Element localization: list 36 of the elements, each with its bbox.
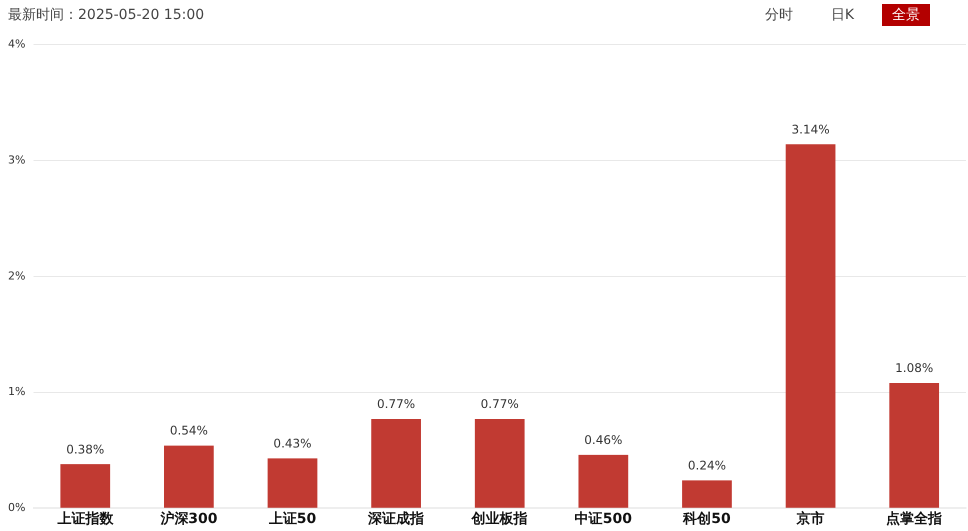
y-tick-label: 2% bbox=[8, 269, 26, 282]
data-label: 0.77% bbox=[480, 397, 519, 412]
bar bbox=[786, 144, 836, 508]
bar bbox=[371, 418, 421, 508]
bar bbox=[164, 446, 214, 508]
text: 全景 bbox=[882, 4, 930, 26]
data-label: 0.77% bbox=[377, 397, 416, 412]
x-tick-label: 沪深300 bbox=[159, 510, 218, 528]
text: 最新时间：2025-05-20 15:00 bbox=[8, 6, 204, 24]
data-label: 1.08% bbox=[895, 361, 934, 376]
bar bbox=[578, 454, 628, 508]
bar bbox=[682, 480, 732, 508]
x-tick-label: 创业板指 bbox=[470, 511, 528, 528]
x-tick-label: 上证50 bbox=[268, 511, 316, 528]
x-tick-label: 京市 bbox=[796, 510, 825, 528]
bar bbox=[474, 418, 525, 508]
data-label: 0.24% bbox=[688, 458, 726, 473]
data-label: 3.14% bbox=[792, 122, 830, 136]
x-tick-label: 科创50 bbox=[682, 511, 731, 528]
bar bbox=[268, 458, 318, 508]
x-tick-label: 深证成指 bbox=[367, 511, 424, 528]
data-label: 0.38% bbox=[66, 442, 104, 456]
data-label: 0.46% bbox=[584, 433, 622, 448]
text: 分时 bbox=[764, 6, 794, 25]
y-tick-label: 4% bbox=[8, 37, 26, 50]
y-tick-label: 3% bbox=[8, 153, 26, 166]
y-tick-label: 0% bbox=[8, 501, 26, 514]
text: 日K bbox=[830, 6, 856, 25]
data-label: 0.54% bbox=[170, 424, 208, 438]
y-tick-label: 1% bbox=[8, 385, 26, 398]
data-label: 0.43% bbox=[273, 436, 312, 450]
x-tick-label: 点掌全指 bbox=[886, 511, 942, 528]
x-tick-label: 上证指数 bbox=[56, 511, 114, 528]
x-tick-label: 中证500 bbox=[574, 511, 632, 528]
bar bbox=[60, 464, 110, 508]
bar bbox=[889, 383, 940, 508]
